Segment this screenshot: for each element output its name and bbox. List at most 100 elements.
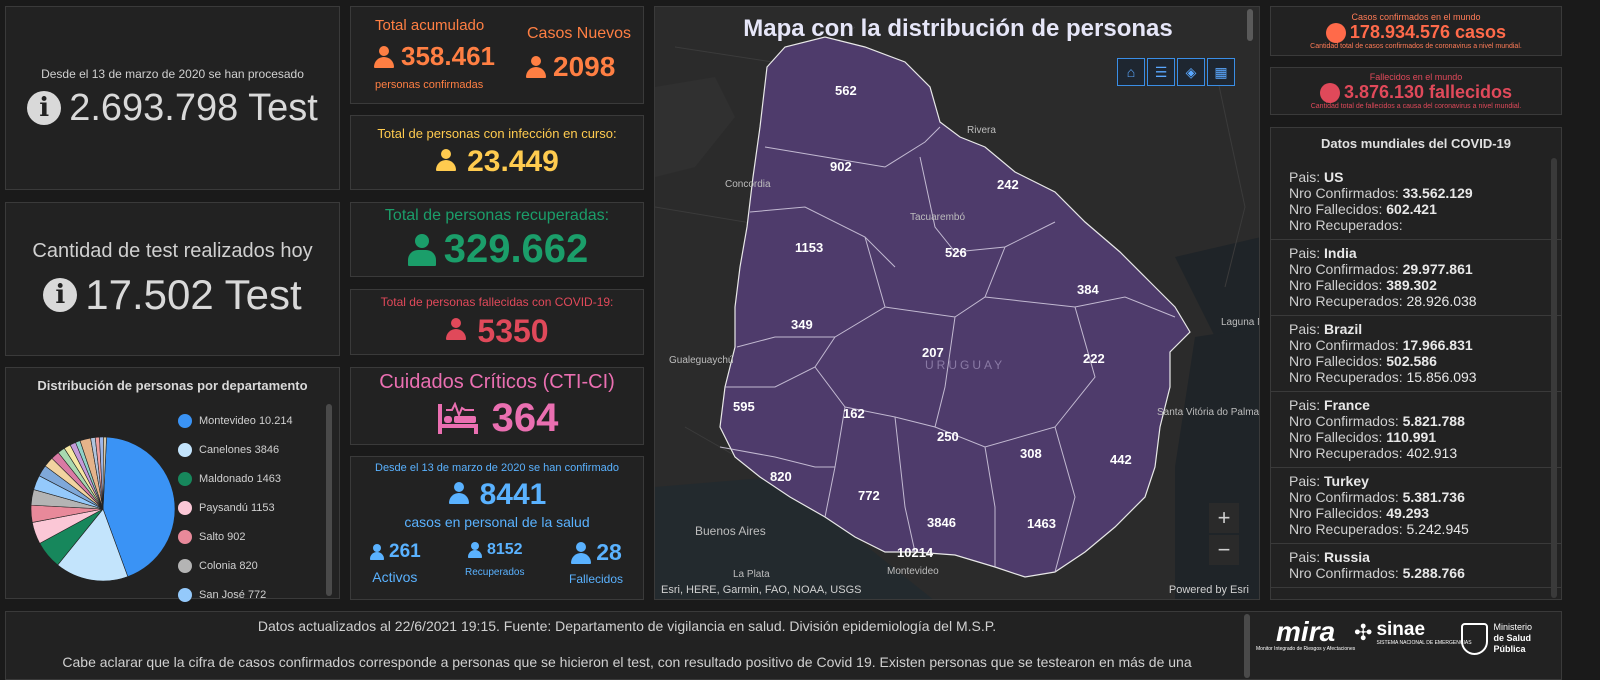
world-country-item[interactable]: Pais: France Nro Confirmados: 5.821.788 Nr…	[1271, 392, 1561, 468]
active-infection-value: 23.449	[467, 145, 559, 178]
legend-swatch	[178, 587, 192, 602]
critical-care-title: Cuidados Críticos (CTI-CI)	[379, 371, 615, 393]
world-deaths-value: 110.991	[1386, 429, 1437, 445]
world-deaths-line: Nro Fallecidos: 502.586	[1289, 353, 1545, 369]
map-count-label: 207	[922, 345, 944, 360]
legend-item[interactable]: Canelones 3846	[178, 435, 293, 464]
pie-slice-canelones[interactable]	[57, 508, 129, 582]
list-icon[interactable]: ☰	[1147, 58, 1175, 86]
person-icon	[525, 56, 547, 78]
zoom-out-button[interactable]: −	[1209, 535, 1239, 565]
info-icon	[1325, 22, 1346, 43]
tests-total-panel: Desde el 13 de marzo de 2020 se han proc…	[5, 6, 340, 190]
active-infection-panel: Total de personas con infección en curso…	[350, 115, 644, 190]
map-panel[interactable]: URUGUAY Rivera Concordia Tacuarembó Gual…	[654, 6, 1260, 600]
deaths-title: Total de personas fallecidas con COVID-1…	[380, 294, 614, 309]
legend-item[interactable]: Montevideo 10.214	[178, 406, 293, 435]
pie-slice-montevideo[interactable]	[102, 436, 176, 577]
world-deaths-line: Nro Fallecidos: 110.991	[1289, 429, 1545, 445]
legend-item[interactable]: Salto 902	[178, 522, 293, 551]
map-count-label: 3846	[927, 515, 956, 530]
map-place-label: Santa Vitória do Palmar	[1157, 407, 1260, 418]
person-icon	[570, 541, 592, 564]
world-confirmed-line: Nro Confirmados: 33.562.129	[1289, 185, 1545, 201]
world-confirmed-label: Nro Confirmados:	[1289, 489, 1403, 505]
legend-value: 10.214	[258, 414, 293, 427]
map-place-label: Montevideo	[887, 566, 939, 577]
world-country-label: Pais:	[1289, 245, 1325, 261]
world-deaths-panel: Fallecidos en el mundo 3.876.130 falleci…	[1270, 67, 1562, 115]
world-deaths-value: 49.293	[1386, 505, 1430, 521]
world-recovered-line: Nro Recuperados: 402.913	[1289, 445, 1545, 461]
map-count-label: 772	[858, 488, 880, 503]
map-place-label: La Plata	[733, 569, 770, 580]
person-icon	[467, 542, 483, 558]
map-scrollbar[interactable]	[1247, 9, 1253, 41]
legend-item[interactable]: Maldonado 1463	[178, 464, 293, 493]
map-count-label: 250	[937, 429, 959, 444]
world-country-value: Turkey	[1324, 473, 1369, 489]
world-confirmed-label: Nro Confirmados:	[1289, 261, 1403, 277]
world-country-item[interactable]: Pais: Turkey Nro Confirmados: 5.381.736 Nr…	[1271, 468, 1561, 544]
tests-today-panel: Cantidad de test realizados hoy i 17.502 …	[5, 202, 340, 356]
tests-today-caption: Cantidad de test realizados hoy	[32, 239, 313, 262]
world-deaths-line: Nro Fallecidos: 49.293	[1289, 505, 1545, 521]
legend-scrollbar[interactable]	[326, 404, 332, 596]
map-count-label: 595	[733, 399, 755, 414]
footer-panel: Datos actualizados al 22/6/2021 19:15. F…	[5, 611, 1562, 680]
world-confirmed-line: Nro Confirmados: 17.966.831	[1289, 337, 1545, 353]
legend-value: 3846	[254, 443, 280, 456]
hospital-bed-icon	[437, 401, 478, 434]
accumulated-sub: personas confirmadas	[375, 79, 484, 91]
world-data-title: Datos mundiales del COVID-19	[1321, 136, 1511, 151]
world-deaths-line: Nro Fallecidos: 602.421	[1289, 201, 1545, 217]
world-country-item[interactable]: Pais: US Nro Confirmados: 33.562.129 Nro F…	[1271, 164, 1561, 240]
info-icon	[1319, 82, 1340, 103]
footer-updated-text: Datos actualizados al 22/6/2021 19:15. F…	[257, 618, 997, 634]
sinae-logo: ✣ sinae SISTEMA NACIONAL DE EMERGENCIAS	[1354, 619, 1472, 647]
world-country-value: Russia	[1324, 549, 1370, 565]
tests-today-value: 17.502 Test	[85, 270, 302, 318]
legend-swatch	[178, 500, 192, 515]
map-powered-by[interactable]: Powered by Esri	[1168, 584, 1249, 596]
distribution-title: Distribución de personas por departament…	[37, 378, 308, 393]
map-count-label: 1463	[1027, 516, 1056, 531]
accumulated-title: Total acumulado	[375, 17, 485, 34]
world-country-item[interactable]: Pais: Russia Nro Confirmados: 5.288.766	[1271, 544, 1561, 588]
critical-care-panel: Cuidados Críticos (CTI-CI) 364	[350, 367, 644, 445]
map-toolbar: ⌂ ☰ ◈ ▦	[1117, 58, 1235, 86]
map-canvas[interactable]: URUGUAY Rivera Concordia Tacuarembó Gual…	[655, 7, 1260, 600]
world-country-item[interactable]: Pais: Brazil Nro Confirmados: 17.966.831 N…	[1271, 316, 1561, 392]
world-confirmed-value: 17.966.831	[1402, 337, 1473, 353]
world-list[interactable]: Pais: US Nro Confirmados: 33.562.129 Nro F…	[1271, 164, 1561, 588]
world-country-item[interactable]: Pais: India Nro Confirmados: 29.977.861 Nr…	[1271, 240, 1561, 316]
legend-swatch	[178, 413, 192, 428]
department-distribution-panel: Distribución de personas por departament…	[5, 367, 340, 602]
world-deaths-label: Nro Fallecidos:	[1289, 505, 1387, 521]
info-icon: i	[43, 277, 78, 312]
world-country-label: Pais:	[1289, 473, 1325, 489]
world-list-scrollbar[interactable]	[1551, 158, 1557, 598]
world-recovered-label: Nro Recuperados:	[1289, 293, 1407, 309]
legend-name: Maldonado	[199, 472, 254, 485]
legend-item[interactable]: Paysandú 1153	[178, 493, 293, 522]
health-deaths-label: Fallecidos	[569, 572, 624, 586]
home-icon[interactable]: ⌂	[1117, 58, 1145, 86]
legend-item[interactable]: Colonia 820	[178, 551, 293, 580]
map-country-label: URUGUAY	[925, 358, 1005, 372]
world-deaths-value: 502.586	[1386, 353, 1437, 369]
tests-total-caption: Desde el 13 de marzo de 2020 se han proc…	[41, 66, 304, 81]
world-country-label: Pais:	[1289, 549, 1325, 565]
zoom-in-button[interactable]: +	[1209, 503, 1239, 533]
tests-total-value: 2.693.798 Test	[69, 86, 318, 129]
qr-icon[interactable]: ▦	[1207, 58, 1235, 86]
footer-scrollbar[interactable]	[1244, 614, 1250, 678]
map-count-label: 442	[1110, 452, 1132, 467]
pie-slice-flores[interactable]	[102, 436, 107, 510]
legend-item[interactable]: San José 772	[178, 580, 293, 609]
world-deaths-value: 602.421	[1386, 201, 1437, 217]
layers-icon[interactable]: ◈	[1177, 58, 1205, 86]
map-place-label: Rivera	[967, 125, 996, 136]
world-recovered-value: 28.926.038	[1406, 293, 1477, 309]
world-country-value: Brazil	[1324, 321, 1363, 337]
